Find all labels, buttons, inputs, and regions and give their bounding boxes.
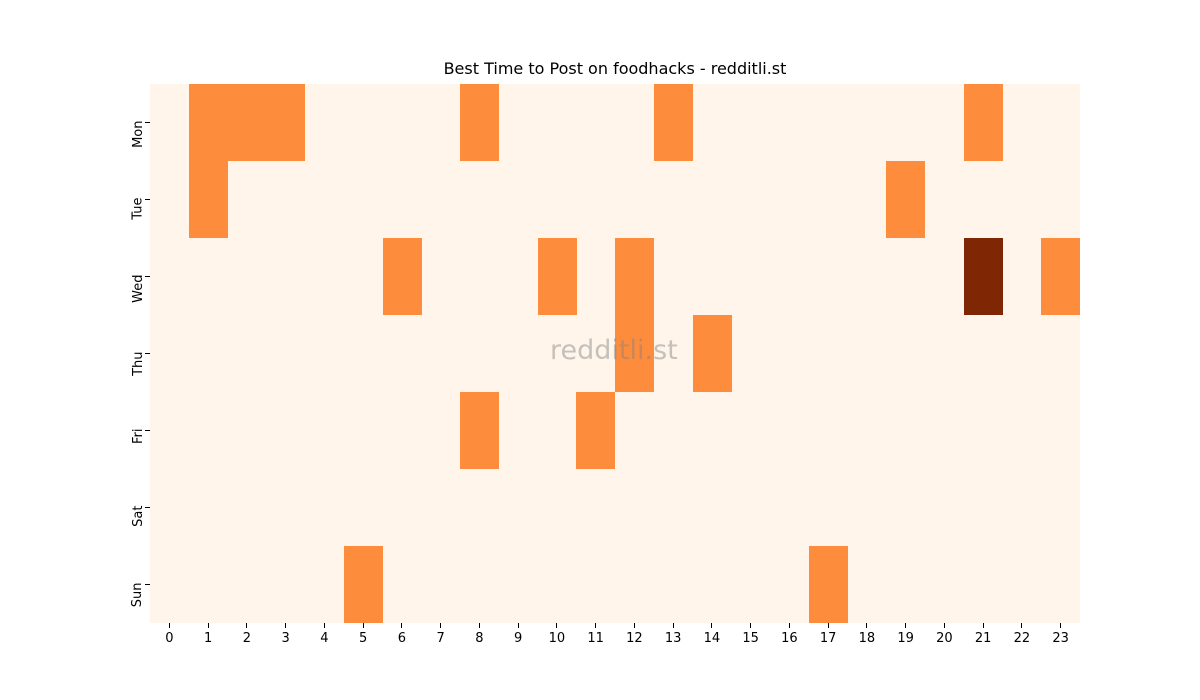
y-tick-label: Fri bbox=[110, 421, 150, 444]
heatmap-cell bbox=[886, 161, 926, 238]
heatmap-cell bbox=[615, 238, 654, 315]
x-tick-label: 22 bbox=[1002, 623, 1042, 646]
x-tick-label: 20 bbox=[924, 623, 964, 646]
heatmap-cell bbox=[808, 546, 848, 623]
heatmap-plot-area bbox=[150, 84, 1081, 623]
x-tick-label: 8 bbox=[459, 623, 499, 646]
heatmap-cell bbox=[188, 161, 228, 238]
x-tick-label: 17 bbox=[808, 623, 848, 646]
heatmap-cell bbox=[460, 392, 499, 469]
x-tick-label: 7 bbox=[421, 623, 461, 646]
heatmap-cell bbox=[963, 84, 1003, 161]
y-tick-label: Tue bbox=[110, 190, 150, 219]
x-tick-label: 2 bbox=[227, 623, 267, 646]
heatmap-cell bbox=[227, 84, 267, 161]
heatmap-cell bbox=[1041, 238, 1081, 315]
heatmap-cell bbox=[188, 84, 228, 161]
heatmap-cell bbox=[266, 84, 306, 161]
heatmap-cell bbox=[343, 546, 383, 623]
x-tick-label: 5 bbox=[343, 623, 383, 646]
x-tick-label: 4 bbox=[304, 623, 344, 646]
x-tick-label: 21 bbox=[963, 623, 1003, 646]
x-tick-label: 0 bbox=[149, 623, 189, 646]
x-tick-label: 15 bbox=[731, 623, 771, 646]
heatmap-cell bbox=[963, 238, 1003, 315]
heatmap-cell bbox=[576, 392, 616, 469]
y-tick-label: Sat bbox=[110, 498, 150, 526]
y-tick-label: Mon bbox=[110, 113, 150, 147]
heatmap-cell bbox=[460, 84, 499, 161]
x-tick-label: 19 bbox=[886, 623, 926, 646]
x-tick-label: 9 bbox=[498, 623, 538, 646]
x-tick-label: 3 bbox=[266, 623, 306, 646]
watermark: redditli.st bbox=[550, 335, 678, 366]
y-tick-label: Sun bbox=[110, 575, 150, 607]
heatmap-cell bbox=[692, 315, 732, 392]
x-tick-label: 18 bbox=[847, 623, 887, 646]
heatmap-cell bbox=[537, 238, 577, 315]
heatmap-cell bbox=[653, 84, 693, 161]
x-tick-label: 6 bbox=[382, 623, 422, 646]
heatmap-cell bbox=[615, 315, 654, 392]
heatmap-cell bbox=[382, 238, 422, 315]
x-tick-label: 12 bbox=[614, 623, 654, 646]
x-tick-label: 23 bbox=[1041, 623, 1081, 646]
x-tick-label: 11 bbox=[576, 623, 616, 646]
x-tick-label: 14 bbox=[692, 623, 732, 646]
x-tick-label: 16 bbox=[769, 623, 809, 646]
y-tick-label: Thu bbox=[110, 344, 150, 375]
x-tick-label: 1 bbox=[188, 623, 228, 646]
chart-title: Best Time to Post on foodhacks - redditl… bbox=[443, 59, 787, 78]
x-tick-label: 10 bbox=[537, 623, 577, 646]
x-tick-label: 13 bbox=[653, 623, 693, 646]
y-tick-label: Wed bbox=[110, 267, 150, 302]
